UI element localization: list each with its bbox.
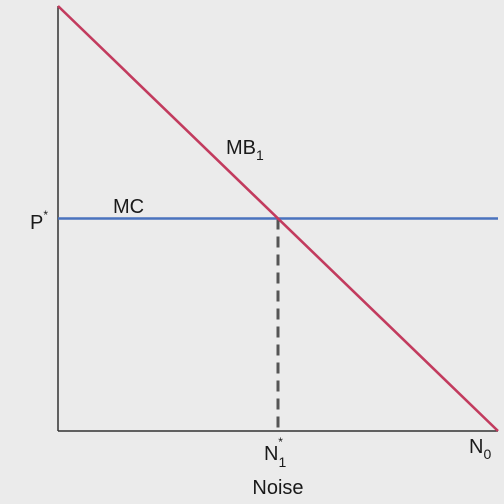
x-tick-n0: N0 [469, 436, 491, 462]
x-axis-label: Noise [252, 477, 303, 499]
y-tick-p-star: P* [30, 208, 48, 234]
x-tick-n1-star: N1* [264, 435, 286, 470]
mb-series-label: MB1 [226, 137, 264, 163]
mc-series-label: MC [113, 196, 144, 218]
